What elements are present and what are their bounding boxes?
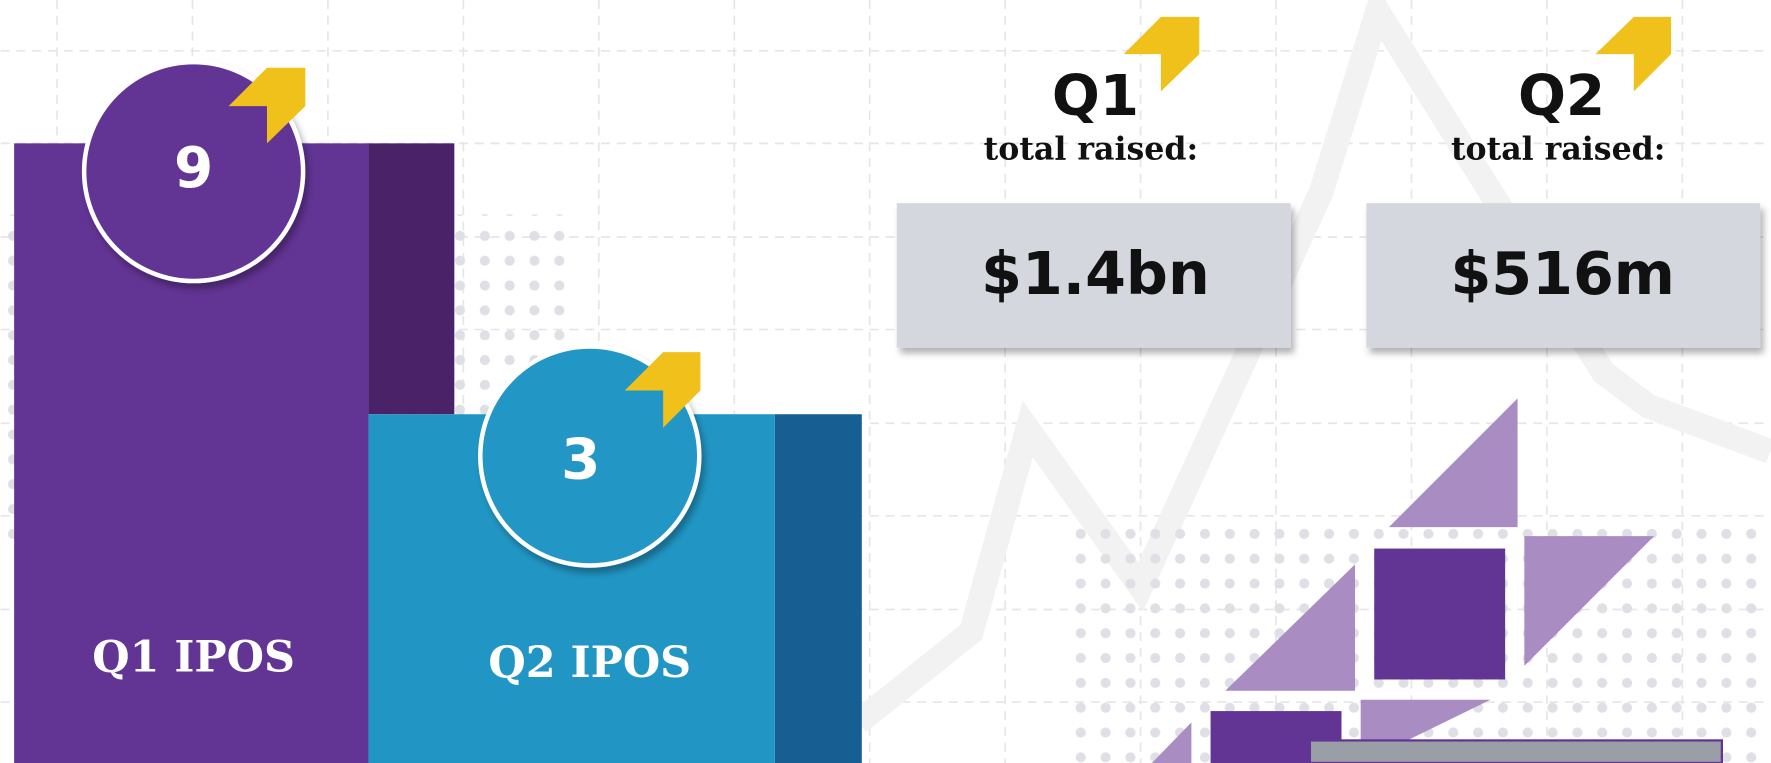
q2-heading: Q2 [1518, 64, 1605, 129]
q1-count: 9 [174, 136, 213, 201]
q1-circle [81, 59, 306, 284]
flag [624, 352, 701, 428]
flag [228, 67, 306, 144]
q2-caption: total raised: [1451, 131, 1666, 168]
q2-label: Q2 IPOS [488, 638, 691, 688]
q1-side [368, 143, 455, 415]
q2-amount: $516m [1450, 240, 1675, 308]
decoration [1151, 398, 1723, 763]
q1-label: Q1 IPOS [92, 632, 295, 682]
q2-circle [478, 344, 702, 568]
q2-side [774, 414, 862, 763]
q1-heading: Q1 [1052, 64, 1139, 129]
flag [1123, 16, 1200, 92]
q2-count: 3 [561, 427, 600, 492]
flag [1595, 16, 1672, 92]
q1-caption: total raised: [984, 131, 1199, 168]
q2-total-box [1366, 203, 1761, 348]
q1-total-box [896, 203, 1291, 348]
background-line [850, 0, 1771, 733]
q1-amount: $1.4bn [981, 240, 1210, 308]
